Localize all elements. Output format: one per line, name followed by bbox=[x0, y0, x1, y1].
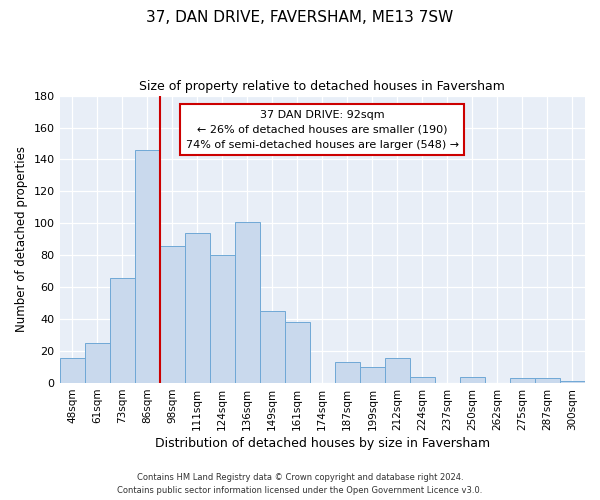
Bar bbox=[510, 378, 535, 383]
X-axis label: Distribution of detached houses by size in Faversham: Distribution of detached houses by size … bbox=[155, 437, 490, 450]
Bar bbox=[235, 222, 260, 383]
Bar bbox=[335, 362, 360, 383]
Bar bbox=[209, 256, 235, 383]
Bar bbox=[110, 278, 134, 383]
Text: Contains HM Land Registry data © Crown copyright and database right 2024.
Contai: Contains HM Land Registry data © Crown c… bbox=[118, 474, 482, 495]
Bar bbox=[410, 376, 435, 383]
Text: 37 DAN DRIVE: 92sqm
← 26% of detached houses are smaller (190)
74% of semi-detac: 37 DAN DRIVE: 92sqm ← 26% of detached ho… bbox=[186, 110, 459, 150]
Bar bbox=[560, 382, 585, 383]
Bar bbox=[85, 343, 110, 383]
Y-axis label: Number of detached properties: Number of detached properties bbox=[15, 146, 28, 332]
Bar bbox=[285, 322, 310, 383]
Bar bbox=[134, 150, 160, 383]
Bar bbox=[360, 367, 385, 383]
Bar bbox=[385, 358, 410, 383]
Bar bbox=[59, 358, 85, 383]
Bar bbox=[460, 376, 485, 383]
Bar bbox=[260, 311, 285, 383]
Bar bbox=[535, 378, 560, 383]
Bar bbox=[160, 246, 185, 383]
Text: 37, DAN DRIVE, FAVERSHAM, ME13 7SW: 37, DAN DRIVE, FAVERSHAM, ME13 7SW bbox=[146, 10, 454, 25]
Bar bbox=[185, 233, 209, 383]
Title: Size of property relative to detached houses in Faversham: Size of property relative to detached ho… bbox=[139, 80, 505, 93]
